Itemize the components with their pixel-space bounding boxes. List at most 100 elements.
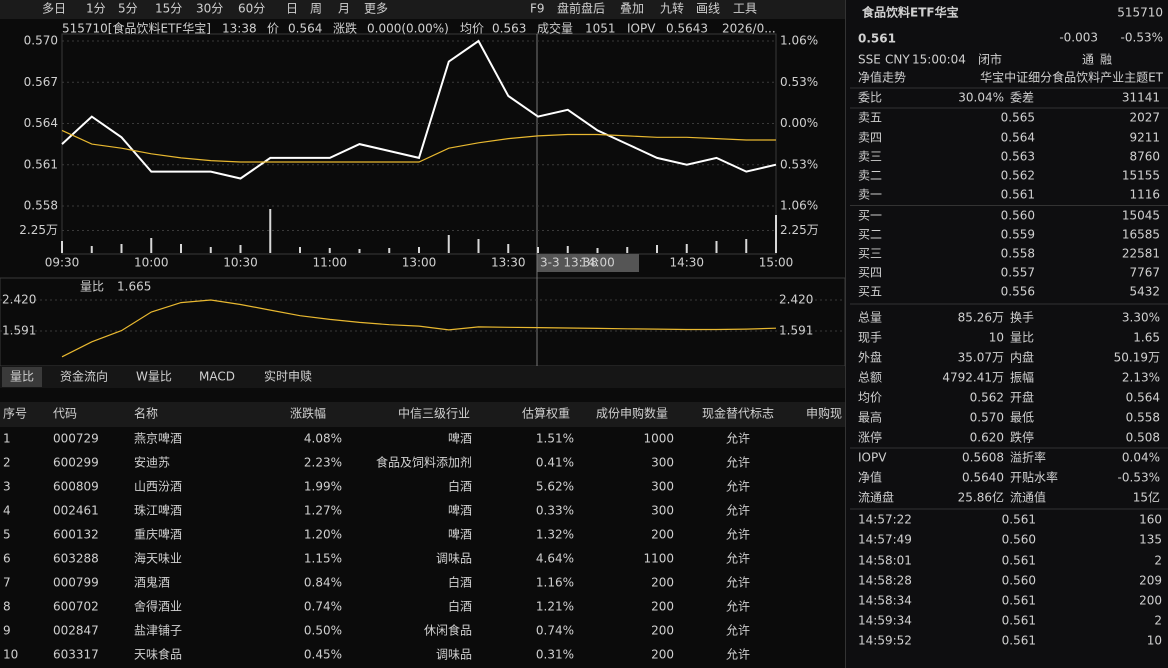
table-cell: 允许 — [726, 575, 750, 590]
table-header[interactable]: 涨跌幅 — [290, 406, 326, 421]
table-cell: 600809 — [53, 480, 99, 494]
toolbar-period[interactable]: 日 — [286, 2, 298, 16]
x-tick-label: 15:00 — [759, 256, 794, 270]
table-cell: 允许 — [726, 527, 750, 542]
series-line — [61, 39, 777, 180]
stat-label: IOPV — [858, 451, 887, 465]
toolbar-tool[interactable]: 九转 — [660, 1, 684, 16]
volume-bar — [685, 244, 688, 253]
tick-time: 14:57:22 — [858, 513, 912, 527]
tabs-bg — [0, 366, 845, 388]
table-cell: 1000 — [643, 432, 674, 446]
toolbar-period[interactable]: 周 — [310, 2, 322, 16]
tick-volume: 135 — [1139, 533, 1162, 547]
quote-price: 0.561 — [858, 32, 896, 46]
table-cell: 2 — [3, 456, 11, 470]
tab-active — [2, 367, 42, 387]
stat-value: 0.5608 — [962, 451, 1004, 465]
table-cell: 0.41% — [536, 456, 574, 470]
stat-value: 4792.41万 — [942, 371, 1004, 385]
nav-link[interactable]: 净值走势 — [858, 70, 906, 85]
table-cell: 9 — [3, 624, 11, 638]
toolbar-period[interactable]: 更多 — [364, 2, 388, 16]
table-cell: 002461 — [53, 504, 99, 518]
stat-label: 跌停 — [1010, 430, 1034, 445]
toolbar-period[interactable]: 60分 — [238, 2, 265, 16]
tab[interactable]: MACD — [199, 370, 235, 384]
table-cell: 200 — [651, 528, 674, 542]
table-cell: 1.51% — [536, 432, 574, 446]
table-header[interactable]: 估算权重 — [522, 406, 570, 421]
book-volume: 2027 — [1129, 111, 1160, 125]
table-cell: 啤酒 — [448, 431, 472, 446]
table-cell: 5 — [3, 528, 11, 542]
table-cell: 603288 — [53, 552, 99, 566]
quote-pct: -0.53% — [1121, 31, 1163, 45]
series-line — [61, 129, 776, 163]
toolbar-tool[interactable]: 工具 — [733, 2, 757, 16]
volume-bar — [209, 247, 212, 253]
stat-value: 0.558 — [1126, 411, 1160, 425]
indicator-title: 量比 — [80, 280, 104, 294]
book-price: 0.562 — [1001, 169, 1035, 183]
table-cell: 5.62% — [536, 480, 574, 494]
y-tick-label: 1.591 — [2, 323, 36, 337]
volume-bar — [775, 215, 777, 253]
table-cell: 盐津铺子 — [134, 624, 182, 638]
toolbar-period[interactable]: 多日 — [42, 2, 66, 16]
y2-tick-label: 0.00% — [780, 116, 818, 130]
table-cell: 6 — [3, 552, 11, 566]
book-volume: 8760 — [1129, 150, 1160, 164]
table-cell: 3 — [3, 480, 11, 494]
toolbar-tool[interactable]: 叠加 — [620, 2, 644, 16]
tick-price: 0.561 — [1002, 614, 1036, 628]
tick-time: 14:58:28 — [858, 574, 912, 588]
stat-value: 0.508 — [1126, 431, 1160, 445]
cursor-label-bg — [537, 254, 639, 272]
book-volume: 15045 — [1122, 209, 1160, 223]
toolbar-period[interactable]: 15分 — [155, 2, 182, 16]
table-cell: 安迪苏 — [134, 455, 170, 470]
table-header[interactable]: 成份申购数量 — [596, 406, 668, 421]
toolbar-tool[interactable]: 画线 — [696, 2, 720, 16]
quote-change: -0.003 — [1059, 31, 1098, 45]
book-label: 买一 — [858, 209, 882, 223]
table-header-bg — [0, 402, 845, 427]
table-header[interactable]: 申购现 — [806, 406, 842, 421]
table-header[interactable]: 现金替代标志 — [702, 406, 774, 421]
toolbar-tool[interactable]: F9 — [530, 2, 545, 16]
tab[interactable]: 量比 — [10, 370, 34, 384]
table-cell: 10 — [3, 648, 18, 662]
tick-price: 0.561 — [1002, 594, 1036, 608]
table-cell: 0.33% — [536, 504, 574, 518]
header-time: 13:38 — [222, 22, 257, 36]
table-cell: 7 — [3, 576, 11, 590]
stat-value: 0.04% — [1122, 451, 1160, 465]
table-cell: 酒鬼酒 — [134, 575, 170, 590]
table-cell: 4.08% — [304, 432, 342, 446]
table-cell: 白酒 — [448, 479, 472, 494]
toolbar-period[interactable]: 30分 — [196, 2, 223, 16]
volume-bar — [656, 245, 658, 253]
toolbar-period[interactable]: 5分 — [118, 2, 138, 16]
order-ratio: 委比 — [858, 91, 882, 105]
tab[interactable]: W量比 — [136, 370, 172, 384]
tab[interactable]: 资金流向 — [60, 369, 108, 384]
tick-volume: 160 — [1139, 513, 1162, 527]
table-header[interactable]: 名称 — [134, 406, 158, 421]
table-header[interactable]: 中信三级行业 — [398, 406, 470, 421]
toolbar-period[interactable]: 1分 — [86, 2, 106, 16]
stat-label: 净值 — [858, 470, 882, 485]
table-header[interactable]: 代码 — [53, 407, 77, 421]
toolbar-period[interactable]: 月 — [338, 2, 350, 16]
table-cell: 4 — [3, 504, 11, 518]
table-header[interactable]: 序号 — [3, 406, 27, 421]
y-tick-label: 0.564 — [24, 116, 58, 130]
toolbar-tool[interactable]: 盘前盘后 — [557, 1, 605, 16]
stat-label: 流通盘 — [858, 490, 894, 505]
book-volume: 22581 — [1122, 247, 1160, 261]
volume-bar — [447, 235, 450, 253]
book-price: 0.561 — [1001, 188, 1035, 202]
volume-bar — [61, 241, 63, 253]
tab[interactable]: 实时申赎 — [264, 369, 312, 384]
